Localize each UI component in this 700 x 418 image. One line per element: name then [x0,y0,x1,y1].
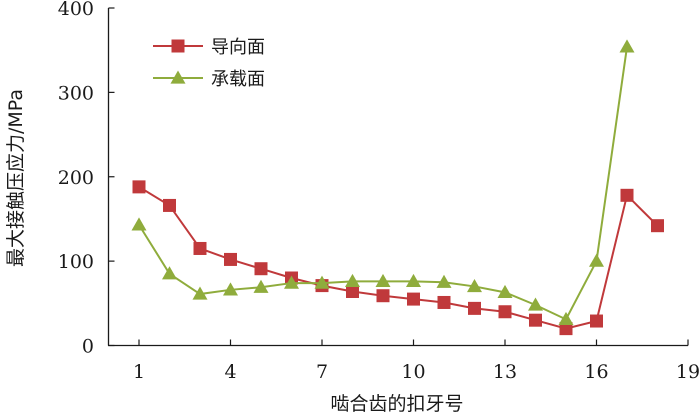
x-tick-label: 1 [133,361,145,383]
data-point [254,262,268,276]
series-2 [131,39,635,325]
data-point [253,279,269,293]
ticks [108,7,689,347]
data-point [558,311,574,325]
data-point [436,274,452,288]
data-point [132,180,146,194]
legend-label: 导向面 [211,37,265,58]
x-axis-title: 啮合齿的扣牙号 [330,393,463,415]
data-point [375,273,391,287]
data-point [314,275,330,289]
x-tick-label: 13 [493,361,517,383]
data-point [193,241,207,255]
data-point [346,285,359,298]
y-tick-label: 300 [58,82,94,104]
x-tick-label: 4 [224,361,236,383]
x-tick-label: 16 [584,361,608,383]
data-point [589,253,604,267]
data-point [497,284,513,298]
data-point [619,39,635,53]
data-point [528,297,543,311]
data-point [162,266,177,280]
data-point [437,295,451,309]
data-point [163,198,176,212]
series-1 [132,180,664,336]
axes [107,8,688,347]
legend-marker [170,70,186,84]
legend-item: 导向面 [153,37,265,58]
legend-label: 承载面 [211,69,265,90]
data-point [376,289,390,303]
data-point [468,301,481,315]
data-point [224,252,237,266]
data-point [345,273,360,287]
series-layer [131,39,664,336]
data-point [590,314,603,328]
y-tick-label: 0 [82,336,94,358]
y-tick-label: 200 [58,167,94,189]
series-line [138,186,659,330]
data-point [131,217,147,231]
data-point [284,275,299,289]
data-point [407,292,420,306]
data-point [192,286,208,300]
tick-labels: 1 4 7 10 13 16 19 0 100 200 300 400 [58,0,700,383]
x-tick-label: 7 [316,361,328,383]
y-tick-label: 100 [58,251,94,273]
data-point [651,219,664,233]
legend-item: 承载面 [153,69,265,90]
data-point [529,313,542,327]
data-point [620,188,634,202]
legend-marker [171,39,185,53]
data-point [406,273,421,287]
x-tick-label: 19 [676,361,700,383]
data-point [498,305,512,319]
data-point [559,322,573,336]
y-axis-title: 最大接触压应力/MPa [5,89,27,267]
x-tick-label: 10 [401,361,425,383]
data-point [467,278,482,293]
data-point [223,282,238,296]
y-tick-label: 400 [58,0,94,20]
